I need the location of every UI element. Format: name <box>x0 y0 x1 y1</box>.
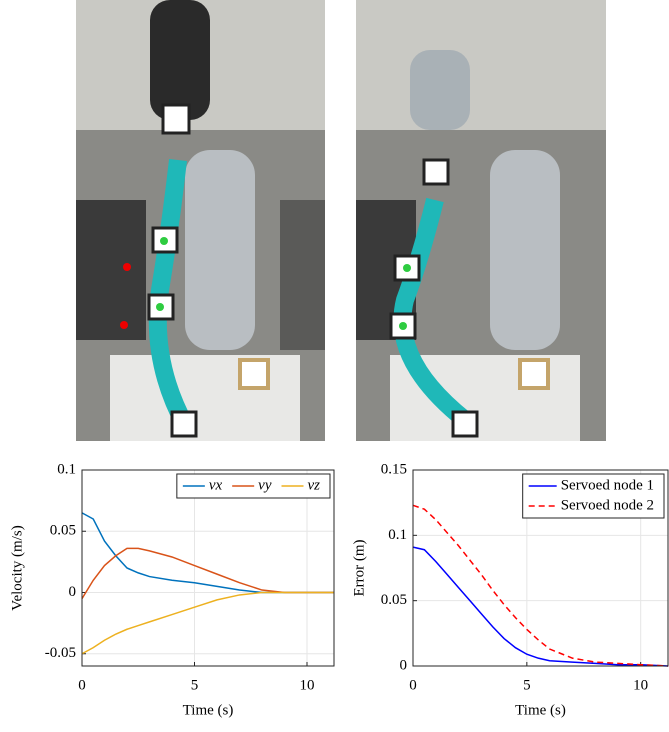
x-tick-label: 0 <box>78 677 86 693</box>
series-line <box>412 546 669 667</box>
legend: vx vy vz <box>176 473 331 499</box>
legend-label: Servoed node 2 <box>561 497 654 513</box>
axes-box <box>412 469 669 667</box>
legend-label: vy <box>258 477 272 493</box>
y-tick-label: 0.1 <box>57 461 76 477</box>
y-tick-label: 0.05 <box>381 592 407 608</box>
legend-item: vx <box>182 477 223 493</box>
x-tick-label: 10 <box>300 677 315 693</box>
series-line <box>412 504 669 667</box>
series-line <box>81 547 334 600</box>
y-tick-label: 0.05 <box>50 523 76 539</box>
legend-item: Servoed node 2 <box>528 497 654 513</box>
y-tick-label: 0.1 <box>388 527 407 543</box>
legend-label: vx <box>209 477 223 493</box>
y-tick-label: 0 <box>400 657 408 673</box>
y-tick-label: 0.15 <box>381 461 407 477</box>
x-axis-title: Time (s) <box>183 702 234 718</box>
axes-box <box>81 469 335 667</box>
legend-item: Servoed node 1 <box>528 477 654 493</box>
legend: Servoed node 1 Servoed node 2 <box>522 473 665 519</box>
y-tick-label: 0 <box>69 584 77 600</box>
x-axis-title: Time (s) <box>515 702 566 718</box>
x-tick-label: 5 <box>523 677 531 693</box>
y-axis-title: Error (m) <box>351 539 367 596</box>
y-axis-title: Velocity (m/s) <box>9 525 25 610</box>
legend-item: vy <box>232 477 272 493</box>
legend-label: vz <box>308 477 321 493</box>
x-tick-label: 0 <box>409 677 417 693</box>
photo-right <box>356 0 606 441</box>
photo-left <box>76 0 325 441</box>
legend-item: vz <box>281 477 321 493</box>
y-tick-label: -0.05 <box>45 645 76 661</box>
x-tick-label: 10 <box>633 677 648 693</box>
x-tick-label: 5 <box>191 677 199 693</box>
plot-area <box>82 470 334 666</box>
legend-label: Servoed node 1 <box>561 477 654 493</box>
legend-box <box>522 473 665 519</box>
series-line <box>81 591 334 655</box>
